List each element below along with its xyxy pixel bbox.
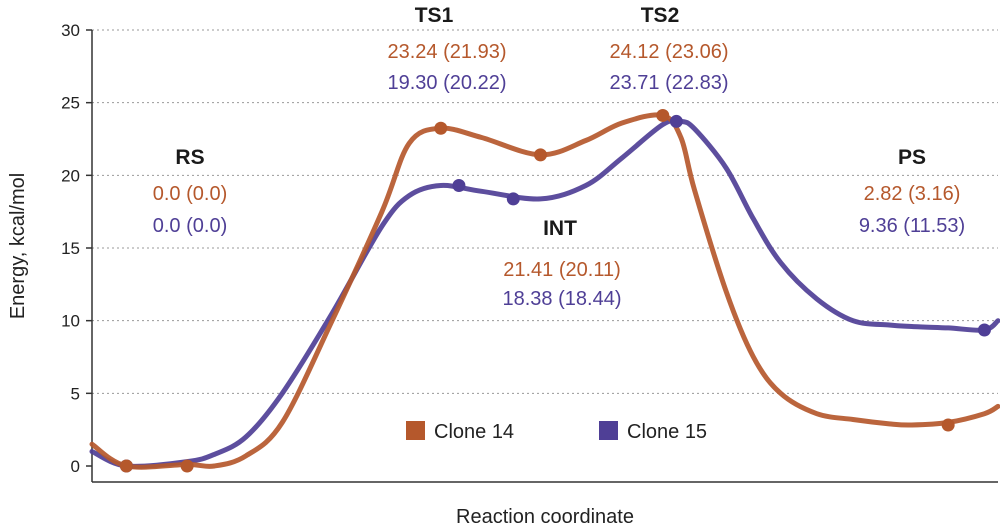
stage-value-clone14-rs: 0.0 (0.0) xyxy=(153,183,227,205)
legend-swatch-clone14 xyxy=(406,421,425,440)
stage-value-clone15-int: 18.38 (18.44) xyxy=(503,288,622,310)
data-point-clone-14 xyxy=(180,459,194,473)
x-axis-label: Reaction coordinate xyxy=(456,506,634,528)
stage-value-clone15-ps: 9.36 (11.53) xyxy=(859,215,965,237)
stage-label-ts2: TS2 xyxy=(641,4,680,27)
grid-lines xyxy=(92,29,998,394)
legend-label-clone15: Clone 15 xyxy=(627,421,707,443)
y-tick-label: 0 xyxy=(71,457,80,476)
stage-value-clone14-int: 21.41 (20.11) xyxy=(503,259,621,281)
stage-value-clone15-ts1: 19.30 (20.22) xyxy=(388,72,507,94)
stage-value-clone14-ts2: 24.12 (23.06) xyxy=(610,41,729,63)
series-line-clone-15 xyxy=(89,117,1000,469)
data-point-clone-15 xyxy=(977,323,991,337)
stage-label-ts1: TS1 xyxy=(415,4,454,27)
stage-value-clone15-rs: 0.0 (0.0) xyxy=(153,215,227,237)
series-markers xyxy=(119,108,991,473)
data-point-clone-14 xyxy=(656,108,670,122)
legend: Clone 14 Clone 15 xyxy=(406,421,707,443)
legend-label-clone14: Clone 14 xyxy=(434,421,514,443)
y-tick-label: 5 xyxy=(71,384,80,403)
annotation-rs: RS 0.0 (0.0) 0.0 (0.0) xyxy=(153,146,227,237)
data-point-clone-14 xyxy=(533,148,547,162)
stage-value-clone14-ts1: 23.24 (21.93) xyxy=(388,41,507,63)
stage-label-rs: RS xyxy=(175,146,204,169)
data-point-clone-14 xyxy=(941,418,955,432)
series-line-clone-14 xyxy=(89,112,1000,470)
annotation-int: INT 21.41 (20.11) 18.38 (18.44) xyxy=(503,217,622,310)
y-tick-label: 10 xyxy=(61,312,80,331)
stage-label-int: INT xyxy=(543,217,577,240)
y-axis-label: Energy, kcal/mol xyxy=(7,173,29,319)
stage-value-clone15-ts2: 23.71 (22.83) xyxy=(610,72,729,94)
stage-value-clone14-ps: 2.82 (3.16) xyxy=(864,183,961,205)
annotation-ts2: TS2 24.12 (23.06) 23.71 (22.83) xyxy=(610,4,729,94)
y-tick-label: 20 xyxy=(61,166,80,185)
data-point-clone-15 xyxy=(669,114,683,128)
data-point-clone-15 xyxy=(452,179,466,193)
annotation-ps: PS 2.82 (3.16) 9.36 (11.53) xyxy=(859,146,965,237)
y-tick-label: 30 xyxy=(61,21,80,40)
y-tick-labels: 0 5 10 15 20 25 30 xyxy=(61,21,92,476)
data-point-clone-15 xyxy=(506,192,520,206)
series-lines xyxy=(89,112,1000,470)
data-point-clone-14 xyxy=(119,459,133,473)
y-tick-label: 25 xyxy=(61,94,80,113)
annotation-ts1: TS1 23.24 (21.93) 19.30 (20.22) xyxy=(388,4,507,94)
stage-label-ps: PS xyxy=(898,146,926,169)
y-tick-label: 15 xyxy=(61,239,80,258)
data-point-clone-14 xyxy=(434,121,448,135)
legend-swatch-clone15 xyxy=(599,421,618,440)
